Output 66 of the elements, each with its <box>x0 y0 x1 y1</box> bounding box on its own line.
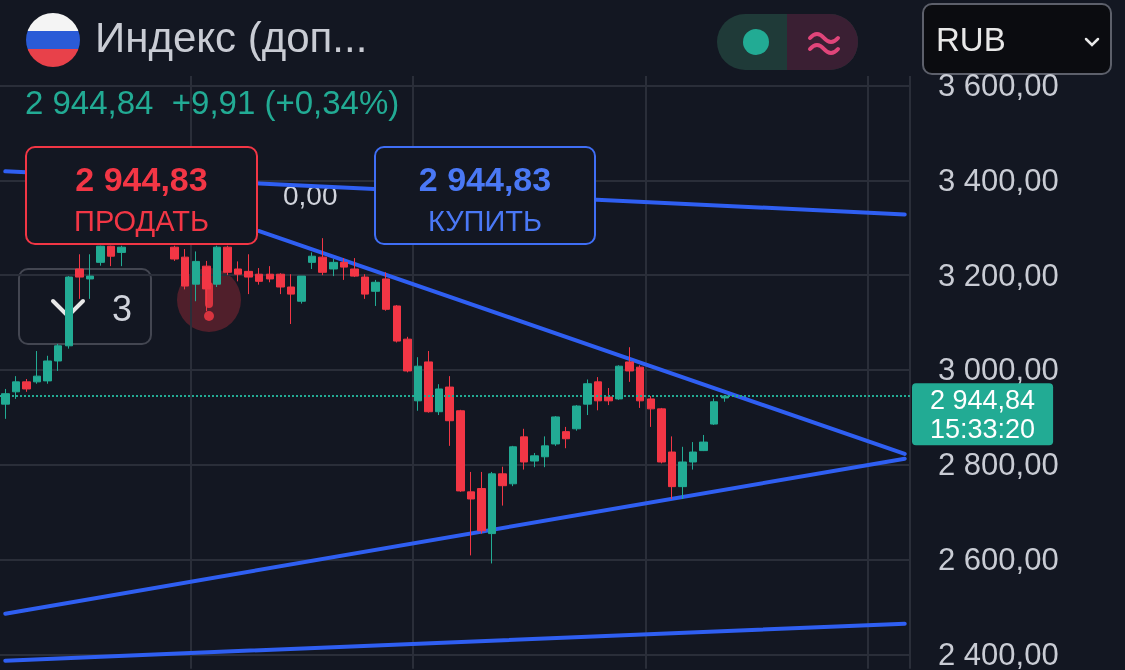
candlestick <box>361 273 369 300</box>
candlestick <box>477 471 486 535</box>
candlestick <box>234 260 242 282</box>
candlestick <box>572 404 581 432</box>
candlestick <box>562 426 570 449</box>
candlestick <box>213 245 221 288</box>
candlestick <box>393 304 401 343</box>
currency-dropdown: RUB <box>922 3 1112 75</box>
candlestick <box>625 346 634 383</box>
candlestick <box>456 409 465 493</box>
candlestick <box>33 350 41 385</box>
annotation: КУПИТЬ <box>426 205 544 238</box>
candlestick <box>657 407 666 464</box>
candlestick <box>604 387 613 406</box>
candlestick <box>424 350 433 414</box>
candlestick <box>75 253 84 300</box>
annotation: 2 944,83 <box>417 160 553 199</box>
candlestick <box>340 257 348 281</box>
candlestick <box>699 434 708 452</box>
candlestick <box>647 395 655 428</box>
candlestick <box>551 415 560 447</box>
candlestick <box>689 441 697 471</box>
candlestick <box>498 466 507 507</box>
candlestick <box>266 265 274 283</box>
candlestick <box>297 275 306 305</box>
annotation: 3 <box>112 288 133 330</box>
candlestick <box>276 272 285 295</box>
candlestick <box>287 273 295 325</box>
candlestick <box>65 275 73 350</box>
y-tick-label: 2 400,00 <box>938 637 1059 670</box>
candlestick <box>96 245 105 267</box>
candlestick <box>255 267 263 286</box>
candlestick <box>350 257 359 278</box>
candlestick <box>371 279 380 307</box>
candlestick <box>594 376 602 411</box>
y-tick-label: 3 400,00 <box>938 162 1059 198</box>
candlestick <box>329 258 338 277</box>
candlestick <box>530 452 539 468</box>
candlestick <box>467 471 475 556</box>
candlestick <box>520 428 528 471</box>
candlestick <box>22 378 31 393</box>
candlestick <box>192 250 200 302</box>
chart-subtitle: 2 944,84 +9,91 (+0,34%) <box>25 84 400 122</box>
annotation: 2 944,83 <box>74 160 209 199</box>
chart-title: Индекс (доп... <box>95 14 368 62</box>
y-tick-label: 2 600,00 <box>938 542 1059 578</box>
candlestick <box>43 355 52 385</box>
candlestick <box>117 245 126 267</box>
y-tick-label: 2 800,00 <box>938 447 1059 483</box>
candlestick <box>382 271 390 312</box>
candlestick <box>244 253 253 295</box>
candlestick <box>445 375 454 447</box>
candlestick <box>541 435 549 468</box>
candlestick <box>488 471 496 564</box>
candlestick <box>403 336 412 373</box>
annotation: ПРОДАТЬ <box>73 205 210 238</box>
candlestick <box>54 343 62 372</box>
candlestick <box>318 237 327 276</box>
candlestick <box>308 251 316 270</box>
candlestick <box>668 435 676 500</box>
candlestick <box>181 248 189 290</box>
candlestick <box>509 445 517 487</box>
candlestick <box>86 253 94 300</box>
y-tick-label: 3 200,00 <box>938 257 1059 293</box>
candlestick <box>678 446 687 500</box>
candlestick <box>636 364 644 409</box>
